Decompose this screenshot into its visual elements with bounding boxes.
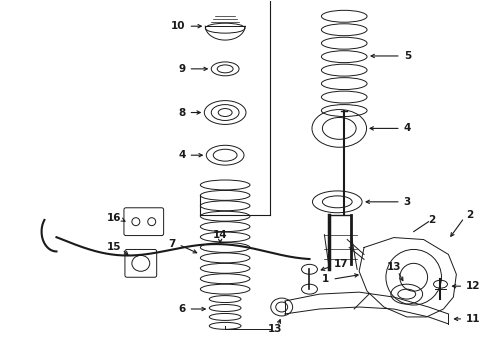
- Text: 5: 5: [404, 51, 411, 61]
- Text: 2: 2: [429, 215, 436, 225]
- Text: 12: 12: [466, 281, 481, 291]
- Text: 4: 4: [404, 123, 411, 134]
- Text: 11: 11: [466, 314, 481, 324]
- Text: 15: 15: [106, 243, 121, 252]
- Text: 14: 14: [213, 230, 227, 239]
- Text: 17: 17: [334, 259, 349, 269]
- Text: 4: 4: [178, 150, 185, 160]
- Text: 6: 6: [178, 304, 185, 314]
- Text: 8: 8: [178, 108, 185, 117]
- Text: 3: 3: [404, 197, 411, 207]
- Text: 2: 2: [466, 210, 473, 220]
- Text: 9: 9: [178, 64, 185, 74]
- Text: 1: 1: [322, 274, 329, 284]
- Text: 10: 10: [171, 21, 185, 31]
- Text: 13: 13: [268, 324, 282, 334]
- Text: 16: 16: [106, 213, 121, 223]
- Text: 13: 13: [387, 262, 401, 272]
- Text: 7: 7: [168, 239, 175, 249]
